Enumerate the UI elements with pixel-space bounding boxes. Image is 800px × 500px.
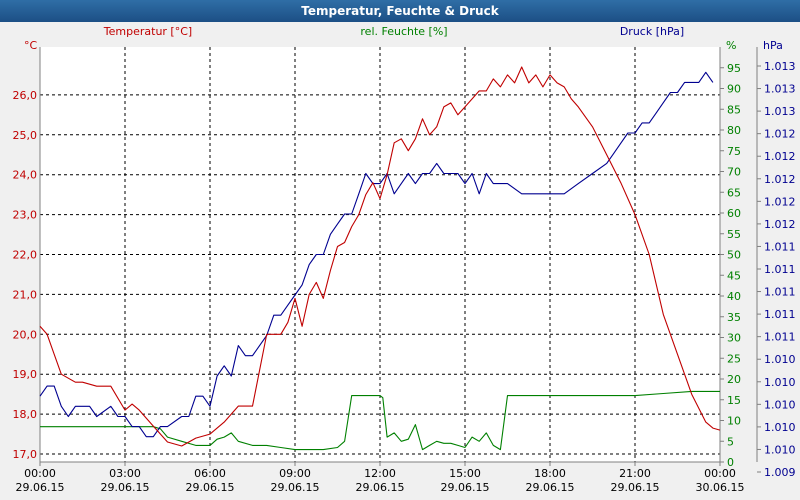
humidity-line: [40, 390, 720, 451]
x-tick-time: 21:00: [619, 467, 651, 480]
temp-tick-label: 22,0: [13, 249, 38, 262]
humidity-tick-label: 10: [727, 415, 741, 428]
humidity-tick-label: 55: [727, 228, 741, 241]
x-tick-time: 03:00: [109, 467, 141, 480]
humidity-tick-label: 60: [727, 207, 741, 220]
window-titlebar: Temperatur, Feuchte & Druck: [0, 0, 800, 22]
temp-tick-label: 21,0: [13, 288, 38, 301]
x-tick-time: 15:00: [449, 467, 481, 480]
temp-tick-label: 24,0: [13, 169, 38, 182]
temp-series-label: Temperatur [°C]: [103, 25, 192, 38]
humidity-tick-label: 40: [727, 290, 741, 303]
pressure-tick-label: 1.012: [764, 128, 796, 141]
humidity-tick-label: 30: [727, 332, 741, 345]
temperature-line: [39, 66, 721, 447]
humidity-tick-label: 70: [727, 166, 741, 179]
pressure-line: [39, 71, 714, 438]
humidity-tick-label: 95: [727, 62, 741, 75]
pressure-tick-label: 1.011: [764, 240, 796, 253]
temp-tick-label: 23,0: [13, 209, 38, 222]
humidity-unit-label: %: [726, 39, 736, 52]
humidity-tick-label: 50: [727, 249, 741, 262]
pressure-tick-label: 1.011: [764, 308, 796, 321]
temp-tick-label: 17,0: [13, 448, 38, 461]
humidity-tick-label: 0: [727, 456, 734, 469]
pressure-tick-label: 1.013: [764, 105, 796, 118]
x-tick-time: 00:00: [24, 467, 56, 480]
pressure-tick-label: 1.010: [764, 353, 796, 366]
x-tick-date: 29.06.15: [271, 481, 320, 494]
pressure-tick-label: 1.012: [764, 218, 796, 231]
humidity-series-label: rel. Feuchte [%]: [360, 25, 447, 38]
x-tick-date: 29.06.15: [16, 481, 65, 494]
humidity-tick-label: 85: [727, 103, 741, 116]
x-tick-time: 12:00: [364, 467, 396, 480]
pressure-tick-label: 1.010: [764, 376, 796, 389]
humidity-tick-label: 75: [727, 145, 741, 158]
x-tick-time: 00:00: [704, 467, 736, 480]
pressure-series-label: Druck [hPa]: [620, 25, 684, 38]
axis-labels: °C Temperatur [°C] rel. Feuchte [%] Druc…: [24, 25, 783, 52]
humidity-tick-label: 25: [727, 352, 741, 365]
temp-tick-label: 19,0: [13, 368, 38, 381]
humidity-tick-label: 45: [727, 269, 741, 282]
temp-tick-label: 20,0: [13, 328, 38, 341]
pressure-unit-label: hPa: [763, 39, 783, 52]
pressure-tick-label: 1.012: [764, 195, 796, 208]
grid-lines: [39, 47, 721, 462]
x-tick-date: 29.06.15: [356, 481, 405, 494]
pressure-tick-label: 1.011: [764, 286, 796, 299]
temp-unit-label: °C: [24, 39, 38, 52]
humidity-tick-label: 90: [727, 83, 741, 96]
x-tick-time: 09:00: [279, 467, 311, 480]
pressure-tick-label: 1.010: [764, 421, 796, 434]
humidity-tick-label: 35: [727, 311, 741, 324]
x-tick-date: 29.06.15: [611, 481, 660, 494]
pressure-tick-label: 1.013: [764, 60, 796, 73]
pressure-tick-label: 1.009: [764, 466, 796, 479]
pressure-tick-label: 1.010: [764, 443, 796, 456]
x-tick-date: 29.06.15: [526, 481, 575, 494]
weather-chart: 00:0029.06.1503:0029.06.1506:0029.06.150…: [13, 25, 796, 494]
x-tick-date: 29.06.15: [441, 481, 490, 494]
x-tick-time: 18:00: [534, 467, 566, 480]
pressure-tick-label: 1.012: [764, 173, 796, 186]
series-lines: [39, 66, 721, 451]
humidity-tick-label: 20: [727, 373, 741, 386]
humidity-tick-label: 65: [727, 186, 741, 199]
pressure-tick-label: 1.012: [764, 150, 796, 163]
temp-tick-label: 26,0: [13, 89, 38, 102]
x-tick-date: 29.06.15: [101, 481, 150, 494]
x-tick-date: 29.06.15: [186, 481, 235, 494]
pressure-tick-label: 1.013: [764, 83, 796, 96]
humidity-tick-label: 15: [727, 394, 741, 407]
window-title: Temperatur, Feuchte & Druck: [301, 4, 499, 18]
pressure-tick-label: 1.010: [764, 398, 796, 411]
pressure-tick-label: 1.011: [764, 331, 796, 344]
x-tick-date: 30.06.15: [696, 481, 745, 494]
x-tick-time: 06:00: [194, 467, 226, 480]
temp-tick-label: 25,0: [13, 129, 38, 142]
pressure-tick-label: 1.011: [764, 263, 796, 276]
axes: 00:0029.06.1503:0029.06.1506:0029.06.150…: [13, 47, 796, 494]
humidity-tick-label: 80: [727, 124, 741, 137]
temp-tick-label: 18,0: [13, 408, 38, 421]
humidity-tick-label: 5: [727, 435, 734, 448]
